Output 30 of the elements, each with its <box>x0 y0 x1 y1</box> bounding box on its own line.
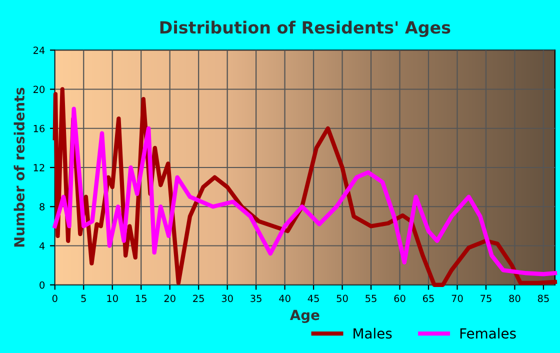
x-tick-label: 20 <box>164 294 176 302</box>
y-axis-title: Number of residents <box>14 88 25 247</box>
x-axis-title: Age <box>290 310 320 323</box>
x-tick-label: 30 <box>222 294 233 302</box>
x-tick-label: 65 <box>422 294 434 302</box>
x-tick-label: 35 <box>250 294 262 302</box>
y-tick-label: 0 <box>40 281 45 289</box>
y-tick-label: 16 <box>34 124 45 132</box>
y-tick-label: 8 <box>40 203 44 210</box>
y-tick-label: 4 <box>39 242 45 250</box>
x-tick-label: 45 <box>308 294 319 302</box>
x-tick-label: 55 <box>366 294 376 302</box>
x-tick-label: 75 <box>480 294 492 302</box>
x-tick-label: 70 <box>452 294 463 302</box>
y-tick-label: 24 <box>34 46 45 54</box>
x-tick-label: 80 <box>509 294 520 302</box>
x-tick-label: 50 <box>336 294 348 302</box>
x-tick-label: 5 <box>81 294 86 302</box>
x-tick-label: 40 <box>279 294 290 302</box>
x-tick-label: 0 <box>52 294 58 302</box>
legend-label: Females <box>460 328 516 339</box>
x-tick-label: 85 <box>538 294 549 302</box>
chart-title: Distribution of Residents' Ages <box>160 20 450 38</box>
y-tick-label: 20 <box>34 86 45 94</box>
y-tick-label: 12 <box>34 164 44 172</box>
x-tick-label: 25 <box>193 294 204 302</box>
x-tick-label: 15 <box>136 294 146 302</box>
legend-label: Males <box>354 328 392 339</box>
x-tick-label: 10 <box>107 294 118 302</box>
x-tick-label: 60 <box>394 294 406 302</box>
